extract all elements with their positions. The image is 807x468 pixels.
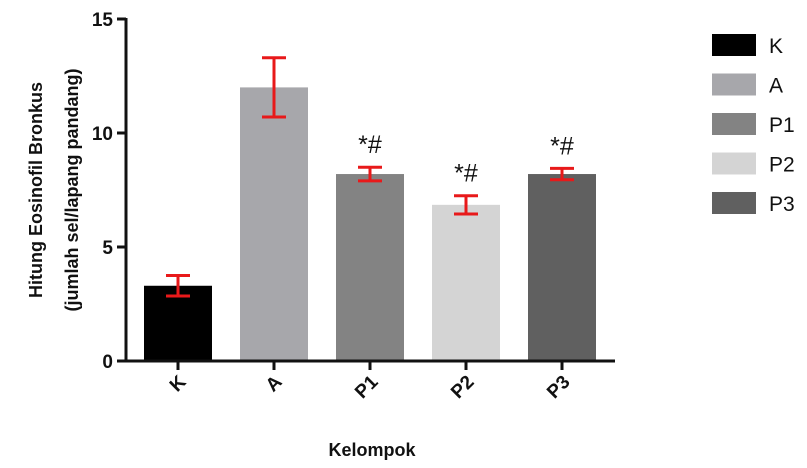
error-bar-A <box>262 56 286 119</box>
legend-swatch-P1 <box>712 113 756 135</box>
legend-label-P1: P1 <box>769 114 795 137</box>
legend-label-A: A <box>769 75 783 98</box>
x-tick-label-P2: P2 <box>447 372 478 403</box>
error-bar-K <box>166 274 190 298</box>
error-bar-P3 <box>550 166 574 182</box>
x-tick-label-P3: P3 <box>543 372 574 403</box>
bar-P1 <box>336 174 404 361</box>
error-bar-P2 <box>454 194 478 216</box>
x-tick-label-A: A <box>262 371 287 396</box>
y-axis-title-line1: Hitung Eosinofil Bronkus <box>26 82 46 298</box>
legend-swatch-K <box>712 34 756 56</box>
y-tick-label: 0 <box>102 352 113 373</box>
legend-label-P2: P2 <box>769 154 795 177</box>
bar-A <box>240 87 308 362</box>
significance-annotation: *# <box>358 131 382 159</box>
bar-P2 <box>432 204 500 361</box>
bar-P3 <box>528 174 596 361</box>
legend-swatch-A <box>712 73 756 96</box>
x-tick-label-K: K <box>166 371 191 396</box>
y-tick-label: 10 <box>92 124 113 145</box>
legend-swatch-P2 <box>712 152 756 175</box>
significance-annotation: *# <box>550 132 574 160</box>
x-axis-title: Kelompok <box>328 440 416 460</box>
bar-K <box>144 285 212 361</box>
x-tick-label-P1: P1 <box>351 371 383 403</box>
significance-annotation: *# <box>454 160 478 188</box>
error-bar-P1 <box>358 165 382 183</box>
legend: KA P1 P2 P3 <box>712 34 795 216</box>
legend-label-K: K <box>769 35 783 58</box>
legend-label-P3: P3 <box>769 193 795 216</box>
legend-swatch-P3 <box>712 192 756 214</box>
y-tick-label: 15 <box>92 10 114 31</box>
y-axis-title-line2: (jumlah sel/lapang pandang) <box>62 68 82 311</box>
plot-area: 0 5 10 15 K A P1 *# P2 *# P3 *# <box>92 10 596 403</box>
y-tick-label: 5 <box>102 238 113 259</box>
